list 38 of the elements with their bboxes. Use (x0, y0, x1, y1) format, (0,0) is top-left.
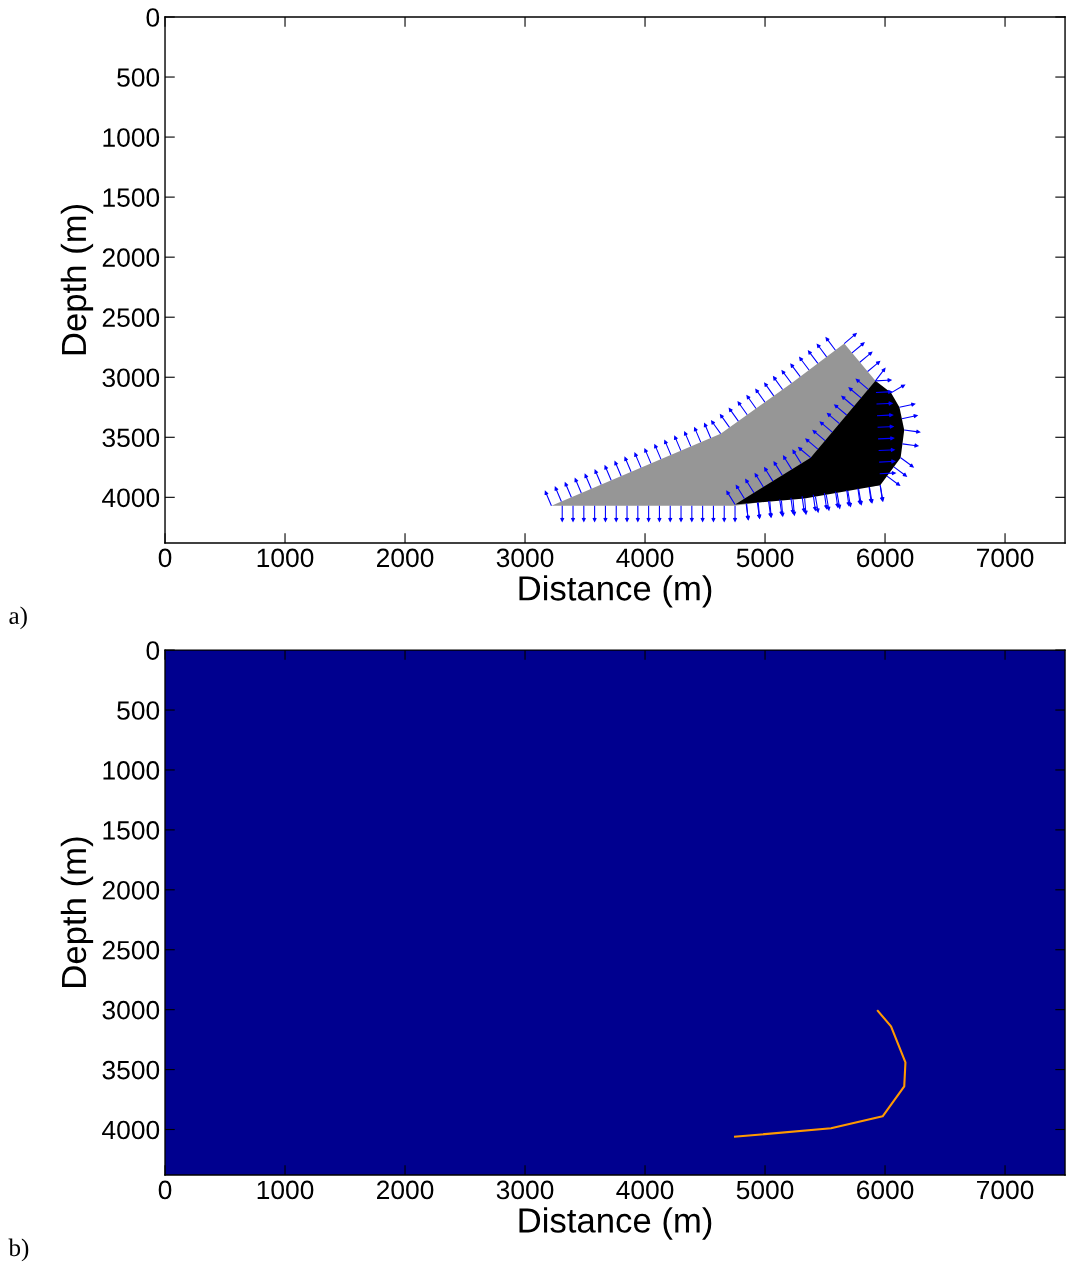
y-axis-title: Depth (m) (60, 837, 94, 987)
y-tick-label: 2500 (102, 308, 160, 328)
y-tick-label: 2000 (102, 248, 160, 267)
text: a) (9, 606, 27, 630)
x-tick-label: 5000 (736, 1180, 794, 1200)
x-tick-label: 7000 (977, 548, 1034, 568)
y-tick-label: 500 (117, 701, 160, 720)
x-axis-title: Distance (m) (519, 575, 712, 608)
x-tick-label: 5000 (736, 548, 794, 568)
y-tick-label: 3500 (102, 428, 160, 448)
y-tick-label: 3000 (102, 368, 160, 388)
x-tick-label: 2000 (377, 1180, 434, 1200)
y-tick-label: 1500 (103, 821, 160, 840)
x-tick-label: 3000 (496, 548, 554, 568)
y-tick-label: 1000 (103, 128, 160, 147)
x-tick-label: 2000 (377, 548, 434, 568)
x-tick-label: 6000 (857, 1180, 914, 1200)
y-tick-label: 1500 (103, 188, 160, 207)
y-tick-label: 0 (146, 8, 160, 27)
x-axis-title: Distance (m) (519, 1207, 712, 1240)
y-axis-title: Depth (m) (60, 204, 94, 355)
x-tick-label: 7000 (977, 1180, 1034, 1200)
y-tick-label: 3500 (102, 1060, 160, 1080)
x-tick-label: 3000 (496, 1180, 554, 1200)
x-tick-label: 1000 (257, 548, 314, 568)
x-tick-label: 4000 (616, 1180, 674, 1200)
x-tick-label: 1000 (257, 1180, 314, 1200)
y-tick-label: 0 (146, 641, 160, 660)
y-tick-label: 3000 (102, 1000, 160, 1020)
y-tick-label: 4000 (102, 1120, 160, 1140)
text: b) (8, 1238, 29, 1262)
y-tick-label: 2000 (102, 880, 160, 900)
y-tick-label: 2500 (102, 940, 160, 960)
x-tick-label: 4000 (616, 548, 674, 568)
y-tick-label: 1000 (103, 761, 160, 780)
x-tick-label: 6000 (857, 548, 914, 568)
y-tick-label: 4000 (102, 488, 160, 508)
y-tick-label: 500 (117, 68, 160, 87)
